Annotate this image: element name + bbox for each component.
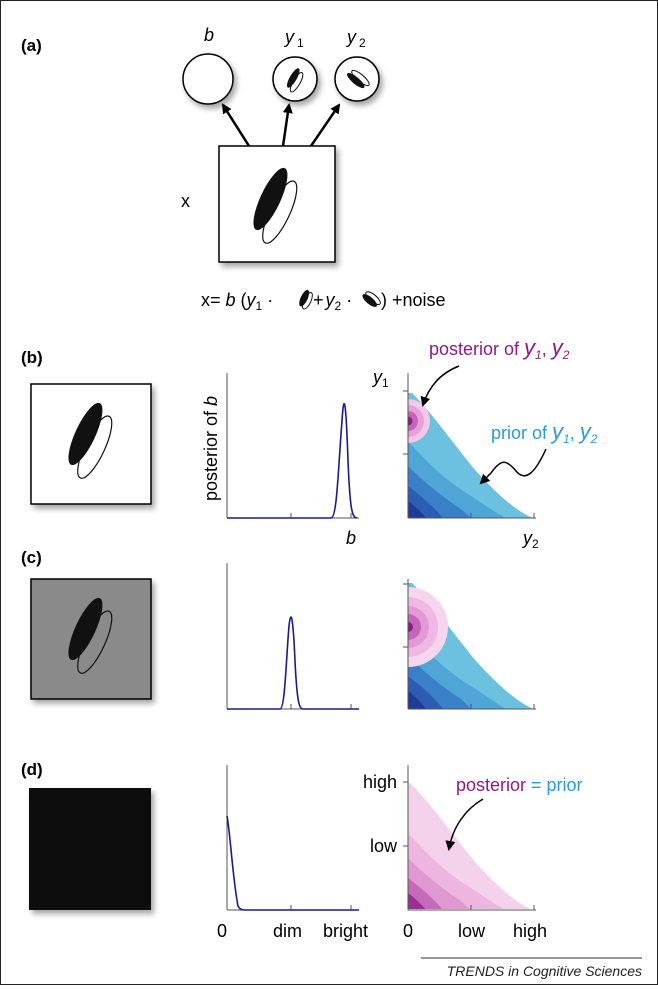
image-b-glyph-icon [68,402,113,479]
footer-source: TRENDS in Cognitive Sciences [447,963,642,979]
posterior-b-axis-label: posterior of b [201,396,221,501]
tick-label-bright: bright [323,921,368,941]
tick-label-dim: dim [273,921,302,941]
contour-ylabel: y1 [371,367,389,390]
node-y2-label: y [345,27,357,47]
arrow-to-y1 [281,103,293,147]
panel-label-c: (c) [21,548,42,567]
annotation-posterior-y1-y2: posterior of y1, y2 [429,335,570,362]
node-y1-label-sub: 1 [297,36,304,50]
node-y1-label: y [283,27,295,47]
equation-part-3: ) +noise [381,290,446,310]
panel-label-b: (b) [21,348,43,367]
equation-glyph-1-icon [299,289,313,310]
node-y2-glyph-icon [346,69,370,89]
tick-label-0: 0 [217,921,227,941]
posterior-b-curve-b [227,402,358,519]
node-y2-label-sub: 2 [359,36,366,50]
contour-x-tick-high: high [513,921,547,941]
contour-xlabel: y2 [521,528,539,551]
posterior-b-curve-c [227,616,359,710]
annotation-posterior-equals-prior: posterior = prior [456,775,583,795]
panel-label-a: (a) [21,36,42,55]
equation-glyph-2-icon [362,291,381,307]
posterior-b-curve-d [226,815,359,911]
equation-part-2: + y2 · [313,290,352,313]
posterior-arrow [420,365,460,407]
equation: x= b (y1 · [201,290,273,313]
posterior-b-xlabel: b [346,528,356,548]
contour-plot-c [408,583,533,709]
image-d [29,788,151,910]
node-b-label: b [204,25,214,45]
contour-y-tick-low: low [370,836,398,856]
contour-plot-d [408,783,531,909]
panel-label-d: (d) [21,760,43,779]
contour-x-tick-low: low [458,921,486,941]
node-b [182,53,234,105]
arrow-to-b [221,103,251,147]
annotation-prior-y1-y2: prior of y1, y2 [491,419,598,446]
prior-arrow [479,448,547,485]
contour-plot-b [408,393,533,518]
image-c-glyph-icon [68,597,113,674]
arrow-to-y2 [309,103,341,147]
posterior-prior-arrow [445,798,484,851]
node-y1-glyph-icon [286,68,304,93]
contour-x-tick-0: 0 [403,921,413,941]
contour-y-tick-high: high [363,772,397,792]
image-x-glyph-icon [253,167,298,244]
x-label: x [181,191,190,211]
